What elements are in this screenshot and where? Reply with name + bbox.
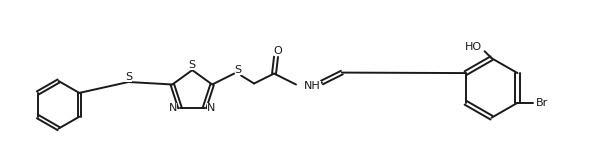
Text: S: S xyxy=(235,65,242,75)
Text: NH: NH xyxy=(304,82,321,92)
Text: HO: HO xyxy=(465,42,482,52)
Text: O: O xyxy=(274,46,282,56)
Text: N: N xyxy=(207,103,216,113)
Text: S: S xyxy=(188,60,196,70)
Text: S: S xyxy=(125,72,132,82)
Text: Br: Br xyxy=(536,98,548,108)
Text: N: N xyxy=(169,103,177,113)
